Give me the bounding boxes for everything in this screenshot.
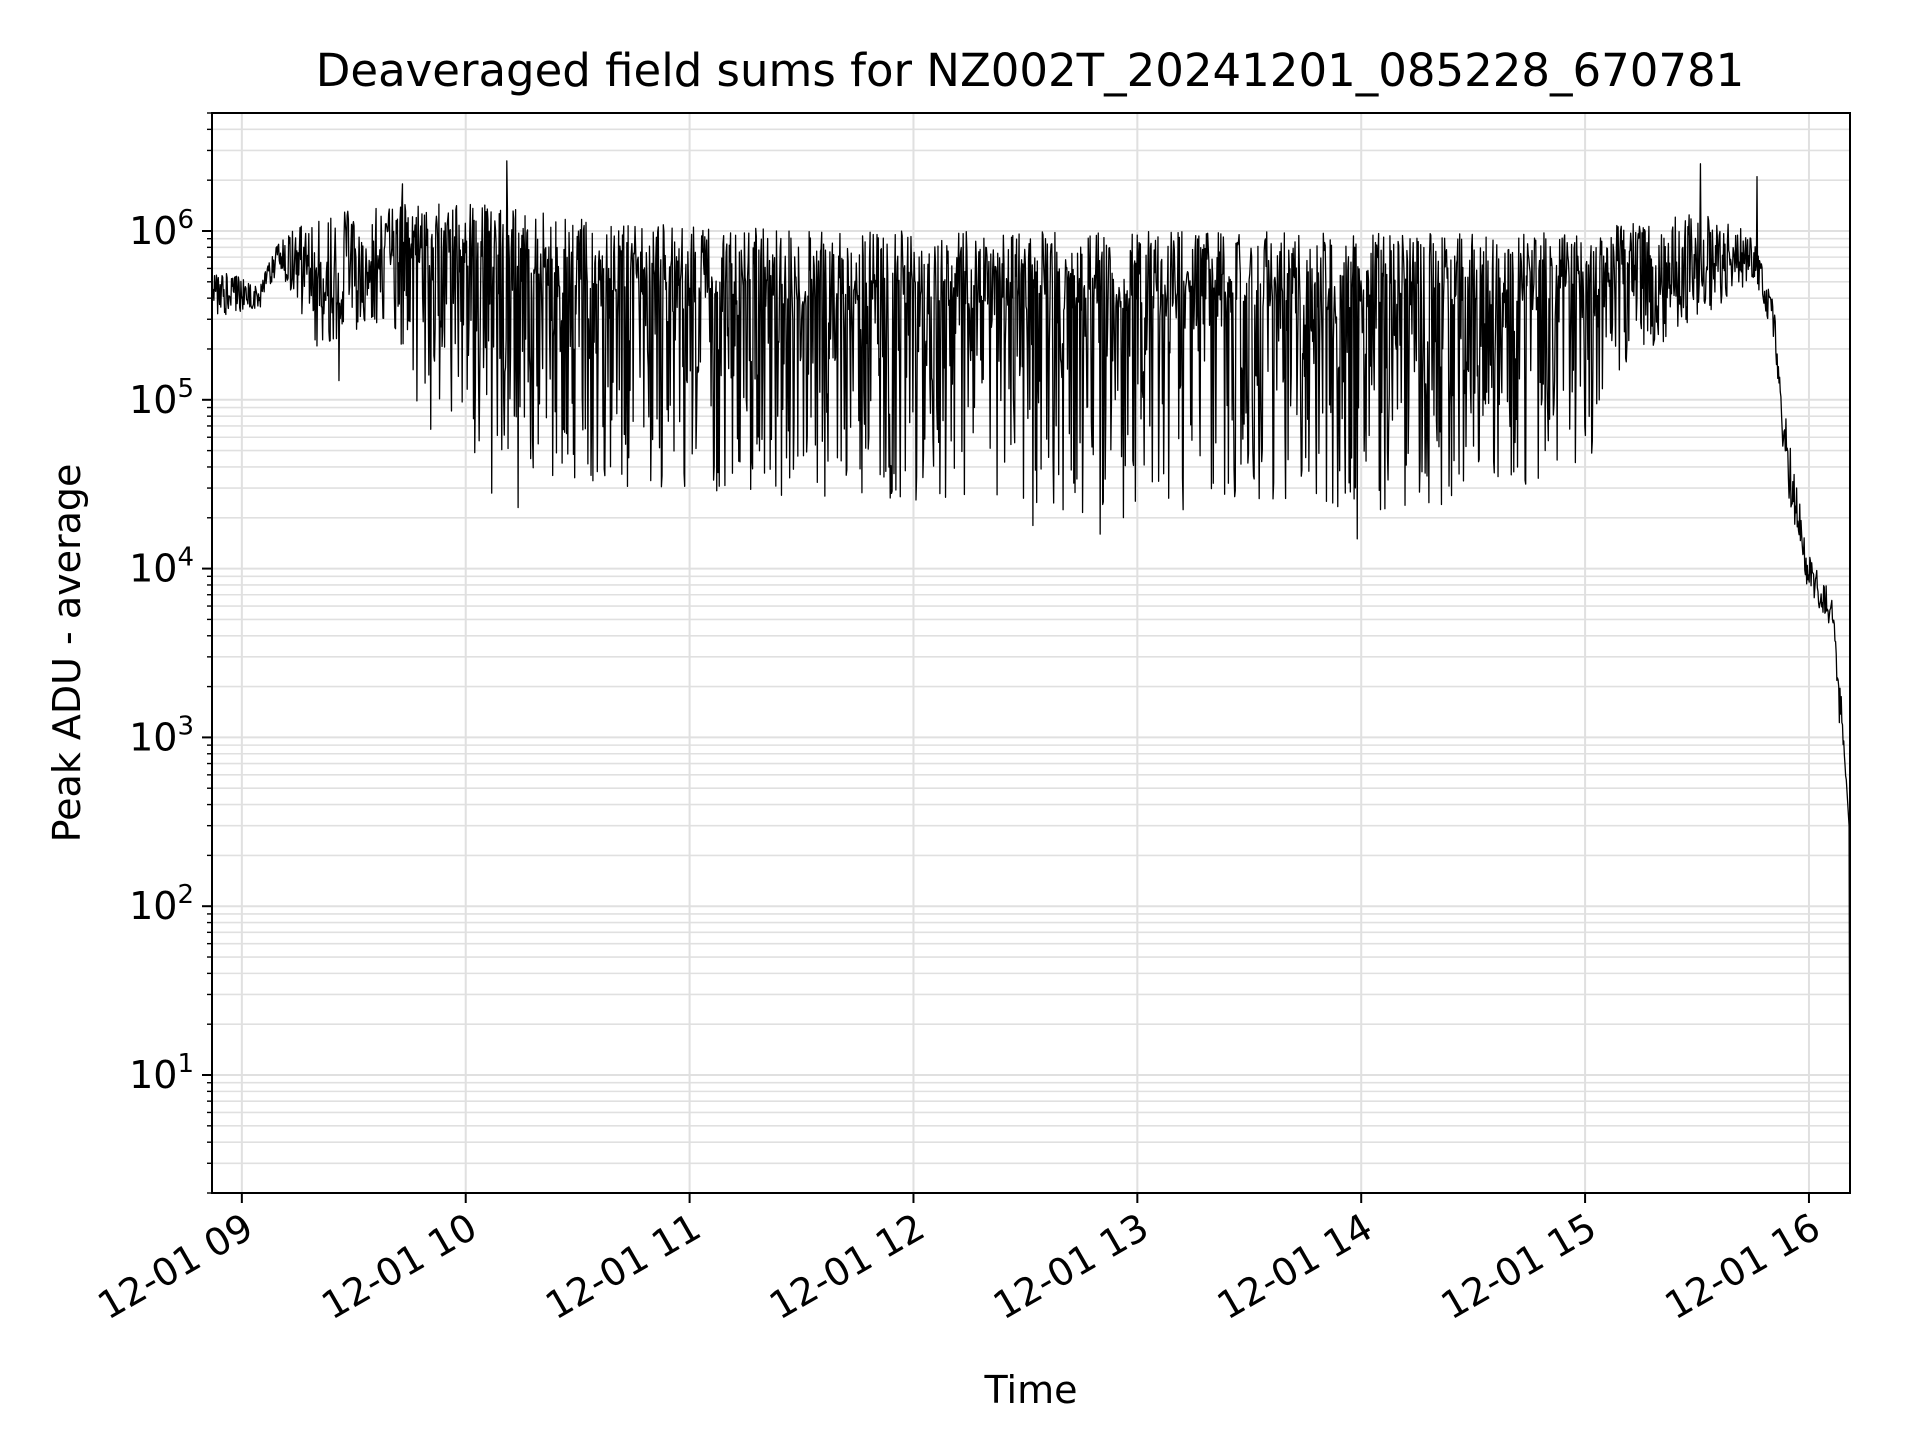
chart-title: Deaveraged field sums for NZ002T_2024120…	[316, 44, 1745, 97]
series-layer	[211, 160, 1851, 1194]
series-line	[211, 160, 1851, 1194]
y-tick-label: 104	[129, 543, 194, 591]
y-axis-label: Peak ADU - average	[45, 464, 89, 843]
y-tick-label: 101	[129, 1049, 194, 1097]
y-axis-ticks: 101 102 103 104 105 106	[129, 112, 212, 1194]
x-axis-label: Time	[984, 1368, 1078, 1412]
y-tick-label: 105	[129, 374, 194, 422]
plot-area-frame	[211, 112, 1851, 1194]
y-tick-label: 103	[129, 711, 194, 759]
y-tick-label: 102	[129, 880, 194, 928]
y-tick-label: 106	[129, 205, 194, 253]
